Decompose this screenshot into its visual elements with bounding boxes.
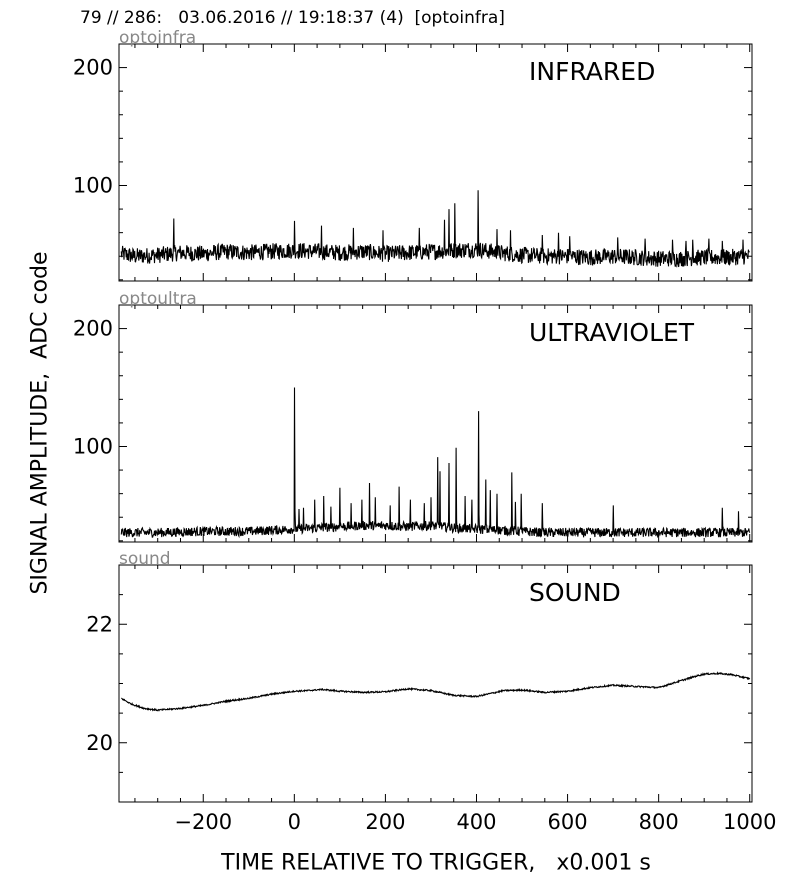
sound-x-tick-label: 800 [639,810,679,834]
optoultra-signal-line [120,387,751,539]
sound-x-tick-label: 1000 [723,810,776,834]
x-axis-label: TIME RELATIVE TO TRIGGER, x0.001 s [221,850,651,876]
optoultra-series-label: optoultra [119,289,197,309]
sound-x-tick-label: 200 [365,810,405,834]
sound-series-label: sound [119,549,171,569]
sound-x-tick-label: −200 [174,810,232,834]
optoultra-plot-frame [118,304,753,543]
sound-y-tick-label: 20 [86,731,113,755]
sound-y-tick-label: 22 [86,612,113,636]
sound-x-tick-label: 600 [548,810,588,834]
sound-signal-line [121,671,751,712]
optoinfra-y-tick-label: 200 [73,56,113,80]
optoultra-panel-title: ULTRAVIOLET [529,318,695,347]
optoultra-y-tick-label: 200 [73,317,113,341]
optoinfra-plot-frame [118,43,753,282]
optoinfra-y-tick-label: 100 [73,173,113,197]
optoinfra-panel-title: INFRARED [529,57,655,86]
sound-plot-frame [118,564,753,803]
optoinfra-signal-line [120,190,750,268]
sound-x-tick-label: 0 [288,810,301,834]
optoultra-y-tick-label: 100 [73,434,113,458]
page-title: 79 // 286: 03.06.2016 // 19:18:37 (4) [o… [80,8,505,28]
sound-panel-title: SOUND [529,578,621,607]
sound-x-tick-label: 400 [456,810,496,834]
optoinfra-series-label: optoinfra [119,28,196,48]
